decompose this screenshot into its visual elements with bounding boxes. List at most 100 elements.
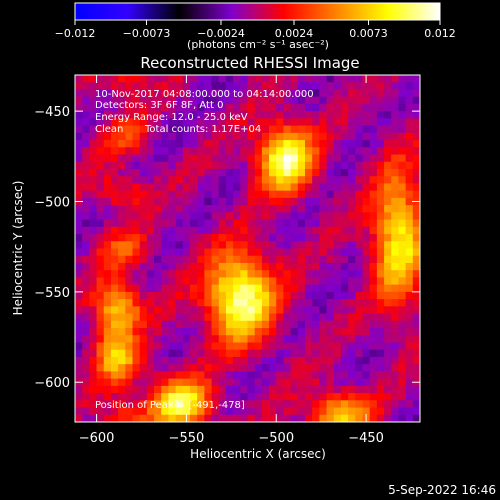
heatmap-cell [312,111,320,119]
heatmap-cell [333,306,342,315]
heatmap-cell [139,299,148,307]
heatmap-cell [376,241,385,249]
heatmap-cell [312,103,320,112]
heatmap-cell [154,414,162,423]
heatmap-cell [168,103,177,112]
heatmap-cell [290,335,299,343]
heatmap-cell [82,313,90,322]
heatmap-cell [261,147,270,156]
heatmap-cell [355,407,363,416]
heatmap-cell [161,147,169,156]
heatmap-cell [391,132,399,141]
heatmap-cell [197,335,205,343]
heatmap-cell [398,349,407,358]
heatmap-cell [118,219,126,228]
heatmap-cell [118,299,126,307]
heatmap-cell [89,118,98,127]
heatmap-cell [276,147,284,156]
heatmap-cell [218,82,227,90]
heatmap-cell [369,176,378,184]
heatmap-cell [297,132,306,141]
heatmap-cell [261,190,270,199]
heatmap-cell [290,291,299,300]
heatmap-cell [261,270,270,278]
heatmap-cell [197,320,205,329]
heatmap-cell [161,313,169,322]
heatmap-cell [96,190,105,199]
heatmap-cell [154,212,162,221]
heatmap-cell [75,82,83,90]
heatmap-cell [96,320,105,329]
heatmap-cell [398,335,407,343]
heatmap-cell [118,306,126,315]
heatmap-cell [132,118,141,127]
heatmap-cell [362,96,371,105]
heatmap-cell [139,89,148,98]
heatmap-cell [161,262,169,271]
heatmap-cell [146,103,155,112]
heatmap-cell [269,212,277,221]
heatmap-cell [254,393,263,401]
heatmap-cell [110,335,119,343]
heatmap-cell [340,407,349,416]
heatmap-cell [348,400,356,409]
heatmap-cell [182,176,191,184]
heatmap-cell [240,82,248,90]
heatmap-cell [225,335,234,343]
heatmap-cell [340,140,349,148]
heatmap-cell [118,89,126,98]
heatmap-cell [269,197,277,206]
heatmap-cell [182,140,191,148]
heatmap-cell [197,262,205,271]
heatmap-cell [96,407,105,416]
heatmap-cell [218,299,227,307]
heatmap-cell [190,306,198,315]
heatmap-cell [312,140,320,148]
heatmap-cell [297,364,306,372]
heatmap-cell [290,190,299,199]
heatmap-cell [290,306,299,315]
heatmap-cell [333,284,342,293]
heatmap-cell [146,111,155,119]
heatmap-cell [89,168,98,177]
heatmap-cell [333,212,342,221]
heatmap-cell [405,371,414,380]
heatmap-cell [326,291,335,300]
heatmap-cell [82,241,90,249]
heatmap-cell [333,356,342,365]
heatmap-cell [96,349,105,358]
heatmap-cell [319,183,328,192]
heatmap-cell [218,241,227,249]
heatmap-cell [412,414,421,423]
heatmap-cell [161,270,169,278]
heatmap-cell [211,313,220,322]
heatmap-cell [161,226,169,235]
heatmap-cell [204,103,213,112]
heatmap-cell [168,342,177,351]
heatmap-cell [103,349,112,358]
heatmap-cell [384,407,392,416]
heatmap-cell [384,248,392,257]
heatmap-cell [412,320,421,329]
heatmap-cell [197,226,205,235]
heatmap-cell [340,103,349,112]
heatmap-cell [125,103,133,112]
heatmap-cell [82,328,90,336]
heatmap-cell [376,400,385,409]
heatmap-cell [261,349,270,358]
heatmap-cell [312,241,320,249]
heatmap-cell [398,356,407,365]
heatmap-cell [125,219,133,228]
heatmap-cell [75,320,83,329]
heatmap-cell [412,255,421,264]
heatmap-cell [348,306,356,315]
heatmap-cell [75,118,83,127]
heatmap-cell [89,349,98,358]
heatmap-cell [398,89,407,98]
heatmap-cell [340,89,349,98]
heatmap-cell [154,313,162,322]
heatmap-cell [197,212,205,221]
heatmap-cell [333,132,342,141]
heatmap-cell [348,205,356,213]
heatmap-cell [269,400,277,409]
